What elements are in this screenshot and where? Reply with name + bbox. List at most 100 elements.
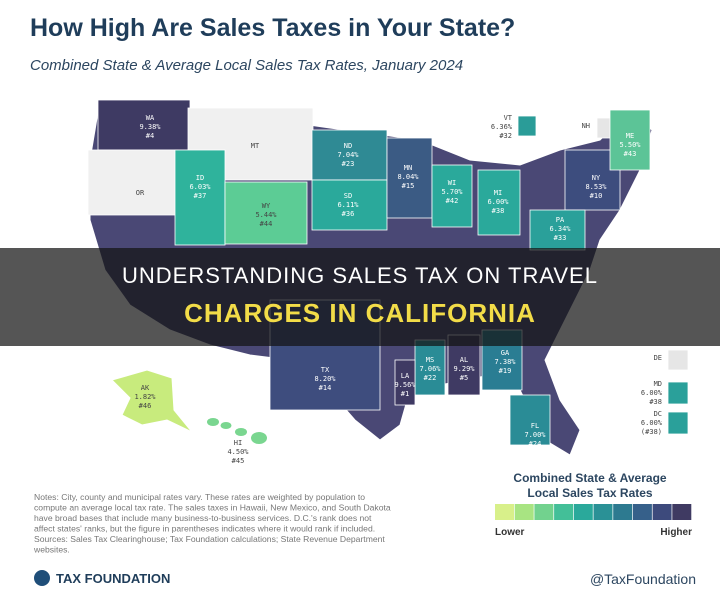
state-label: MN — [404, 164, 412, 172]
state-shape — [431, 164, 473, 228]
state-shape — [667, 381, 689, 405]
state-label: 8.04% — [397, 173, 419, 181]
state-label: #19 — [499, 367, 512, 375]
state-shape — [207, 418, 219, 426]
state-label: #33 — [554, 234, 567, 242]
state-shape — [251, 432, 267, 444]
state-label: LA — [401, 372, 410, 380]
state-shape — [517, 115, 537, 137]
state-shape — [97, 99, 191, 151]
state-label: ME — [626, 132, 634, 140]
note-line: Sources: Sales Tax Clearinghouse; Tax Fo… — [34, 534, 385, 544]
state-label: WA — [146, 114, 155, 122]
state-label: MI — [494, 189, 502, 197]
state-label: 6.11% — [337, 201, 359, 209]
state-label: MS — [426, 356, 434, 364]
state-label: #42 — [446, 197, 459, 205]
legend-swatch — [593, 504, 613, 520]
state-label: NH — [582, 122, 590, 130]
state-shape — [414, 339, 446, 396]
state-shape — [394, 359, 416, 406]
state-shape — [111, 369, 193, 433]
state-shape — [509, 394, 551, 446]
legend-swatch — [495, 504, 514, 520]
state-label: #32 — [499, 132, 512, 140]
state-label: 6.00% — [641, 389, 663, 397]
state-label: TX — [321, 366, 330, 374]
title: How High Are Sales Taxes in Your State? — [30, 14, 515, 42]
state-label: HI — [234, 439, 242, 447]
state-shape — [87, 149, 179, 216]
brand: TAX FOUNDATION — [56, 571, 170, 586]
state-shape — [529, 209, 586, 251]
state-label: AK — [141, 384, 150, 392]
state-shape — [609, 109, 651, 171]
legend-swatch — [554, 504, 574, 520]
state-label: (#38) — [641, 428, 662, 436]
state-label: #38 — [492, 207, 505, 215]
state-label: #22 — [424, 374, 437, 382]
state-label: 6.00% — [487, 198, 509, 206]
state-label: 6.00% — [641, 419, 663, 427]
banner — [0, 248, 720, 346]
note-line: compute an average local tax rate. The s… — [34, 503, 391, 513]
banner-line1: UNDERSTANDING SALES TAX ON TRAVEL — [122, 263, 598, 288]
state-label: ND — [344, 142, 352, 150]
state-label: #38 — [649, 398, 662, 406]
legend-swatch — [573, 504, 593, 520]
note-line: have broad bases that include many busin… — [34, 513, 372, 523]
state-label: #45 — [232, 457, 245, 465]
state-label: DC — [654, 410, 662, 418]
state-label: #14 — [319, 384, 332, 392]
state-shape — [477, 169, 521, 236]
state-label: #44 — [260, 220, 273, 228]
state-label: 7.04% — [337, 151, 359, 159]
legend-high: Higher — [660, 527, 692, 538]
legend-swatch — [534, 504, 554, 520]
state-label: 7.06% — [419, 365, 441, 373]
state-label: 7.38% — [494, 358, 516, 366]
state-label: NY — [592, 174, 601, 182]
state-label: 9.56% — [394, 381, 416, 389]
legend-low: Lower — [495, 527, 525, 538]
state-shape — [224, 181, 308, 245]
note-line: websites. — [33, 545, 70, 555]
state-label: 9.38% — [139, 123, 161, 131]
state-label: GA — [501, 349, 510, 357]
state-shape — [235, 428, 247, 436]
banner-line2: CHARGES IN CALIFORNIA — [184, 298, 536, 328]
state-label: #46 — [139, 402, 152, 410]
state-label: WI — [448, 179, 456, 187]
state-label: #1 — [401, 390, 409, 398]
state-label: #15 — [402, 182, 415, 190]
legend-swatch — [613, 504, 633, 520]
state-label: VT — [504, 114, 513, 122]
state-map: WA9.38%#4 OR MT ID6.03%#37 WY5.44%#44 ND7.04%… — [87, 99, 689, 465]
state-label: PA — [556, 216, 565, 224]
legend-swatch — [672, 504, 692, 520]
state-label: #37 — [194, 192, 207, 200]
state-label: MD — [654, 380, 662, 388]
legend-swatch — [514, 504, 534, 520]
state-shape — [667, 349, 689, 371]
state-label: DE — [654, 354, 662, 362]
legend-title: Local Sales Tax Rates — [527, 486, 653, 500]
state-label: ID — [196, 174, 204, 182]
state-label: 1.82% — [134, 393, 156, 401]
logo — [34, 570, 50, 586]
legend-swatch — [652, 504, 672, 520]
state-shape — [667, 411, 689, 435]
state-label: #5 — [460, 374, 468, 382]
state-label: SD — [344, 192, 352, 200]
state-shape — [386, 137, 433, 219]
handle: @TaxFoundation — [590, 571, 696, 587]
state-shape — [174, 149, 226, 246]
subtitle: Combined State & Average Local Sales Tax… — [30, 57, 463, 74]
state-label: OR — [136, 189, 145, 197]
state-label: 8.20% — [314, 375, 336, 383]
state-label: AL — [460, 356, 468, 364]
state-label: 4.50% — [227, 448, 249, 456]
state-label: MT — [251, 142, 260, 150]
state-label: WY — [262, 202, 271, 210]
